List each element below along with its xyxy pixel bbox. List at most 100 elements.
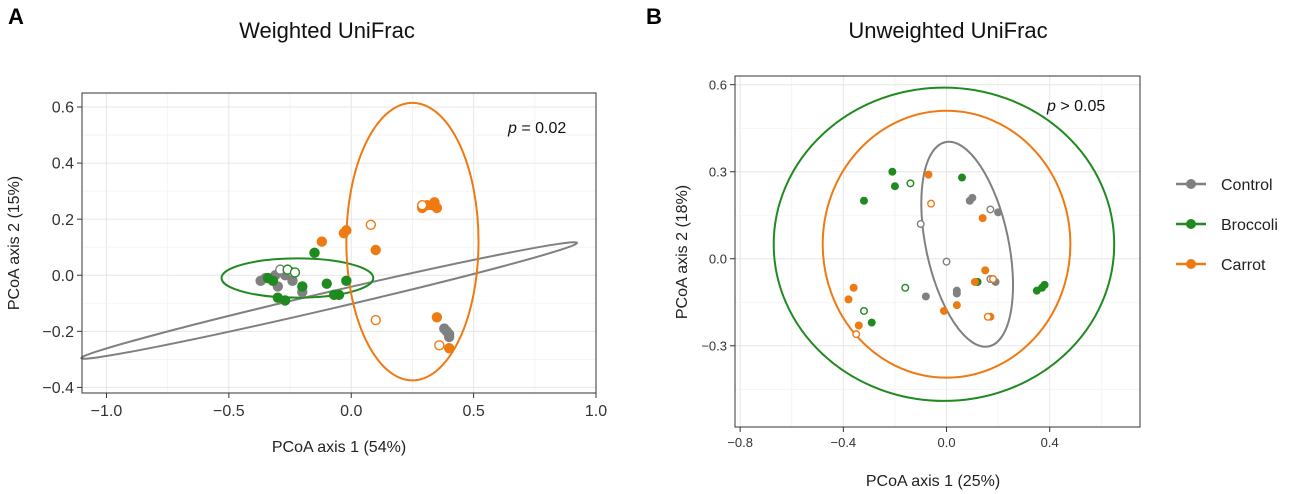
legend-item-broccoli: Broccoli (1176, 217, 1278, 234)
panel-b-y-tick-label: 0.6 (709, 77, 727, 92)
panel-b-point-control (921, 292, 930, 301)
panel-a-point-open-carrot (417, 199, 428, 211)
panel-b-y-tick-label: −0.3 (701, 338, 727, 353)
panel-b-grid (735, 76, 1140, 427)
panel-a: A Weighted UniFrac −1.0 −0.5 0.0 0.5 1.0 −0.4… (6, 4, 607, 456)
panel-a-point-open-carrot (370, 314, 381, 326)
panel-a-x-tick-label: 0.5 (462, 403, 484, 420)
panel-a-point-open-broccoli (289, 267, 301, 278)
panel-b-point-carrot (854, 321, 863, 330)
panel-a-frame (81, 92, 597, 394)
panel-b-label: B (646, 4, 662, 29)
panel-b-point-carrot (849, 283, 858, 292)
panel-a-y-tick-label: −0.2 (42, 324, 74, 341)
panel-b-ellipse-control (920, 140, 1015, 348)
panel-b-point-carrot (924, 170, 933, 179)
panel-a-point-broccoli (333, 289, 345, 301)
legend-broccoli-label: Broccoli (1221, 217, 1278, 234)
panel-b-point-open-broccoli (901, 283, 910, 292)
panel-b-point-broccoli (890, 182, 899, 191)
panel-b-x-tick-label: 0.0 (937, 435, 955, 450)
panel-b-point-carrot (978, 214, 987, 223)
panel-a-x-tick-label: −1.0 (91, 403, 123, 420)
panel-b-point-carrot (970, 277, 979, 286)
panel-b-point-carrot (939, 306, 948, 315)
panel-b-frame (734, 75, 1141, 428)
panel-b-point-carrot (952, 301, 961, 310)
panel-a-point-broccoli (321, 278, 332, 289)
panel-b-x-axis-title: PCoA axis 1 (25%) (866, 473, 1000, 490)
panel-a-point-open-carrot (365, 219, 377, 230)
panel-a-point-carrot (370, 244, 381, 256)
panel-b-x-tick-label: −0.4 (831, 435, 857, 450)
panel-b-point-open-control (986, 205, 995, 214)
panel-b-point-open-control (916, 219, 925, 228)
panel-a-point-broccoli (267, 275, 279, 287)
panel-b-point-control (952, 289, 961, 298)
panel-a-label: A (8, 4, 24, 29)
panel-a-ticks: −1.0 −0.5 0.0 0.5 1.0 −0.4 −0.2 0.0 0.2 0.4 0.6 (42, 100, 607, 420)
panel-a-y-tick-label: 0.0 (52, 268, 74, 285)
panel-a-y-axis-title: PCoA axis 2 (15%) (6, 176, 23, 310)
legend-broccoli-marker (1186, 219, 1196, 229)
panel-b-point-open-control (942, 257, 951, 266)
panel-a-point-broccoli (279, 295, 291, 306)
panel-a-plot-area (81, 92, 597, 394)
panel-a-point-broccoli (341, 275, 352, 287)
panel-b-title: Unweighted UniFrac (848, 18, 1047, 43)
panel-b-point-open-carrot (927, 199, 936, 208)
panel-a-ellipse-broccoli (220, 257, 375, 299)
panel-a-point-broccoli (297, 281, 308, 292)
panel-a-x-tick-label: 0.0 (340, 403, 362, 420)
panel-a-points (255, 197, 455, 354)
panel-a-point-open-carrot (434, 340, 445, 351)
panel-a-point-carrot (341, 225, 352, 236)
panel-b-point-open-carrot (983, 312, 992, 321)
panel-a-point-control (287, 275, 298, 287)
panel-b-point-broccoli (867, 318, 876, 327)
panel-a-point-broccoli (309, 247, 320, 259)
panel-b-p-text: > 0.05 (1056, 98, 1105, 115)
panel-b-point-broccoli (859, 196, 868, 205)
panel-b-y-tick-label: 0.0 (709, 251, 727, 266)
panel-b-ticks: −0.8 −0.4 0.0 0.4 −0.3 0.0 0.3 0.6 (701, 77, 1058, 450)
legend-carrot-label: Carrot (1221, 257, 1266, 274)
panel-b-point-carrot (981, 266, 990, 275)
panel-a-ellipse-carrot (345, 101, 480, 382)
panel-b-ellipse-carrot (821, 109, 1072, 379)
panel-b: B Unweighted UniFrac −0.8 −0.4 0.0 0.4 −0.3 0… (646, 4, 1141, 490)
panel-b-x-tick-label: −0.8 (727, 435, 753, 450)
panel-b-point-open-carrot (852, 330, 861, 339)
panel-b-point-open-broccoli (859, 306, 868, 315)
panel-b-point-open-carrot (988, 275, 997, 284)
panel-a-point-control (443, 331, 455, 343)
panel-b-point-control (994, 208, 1003, 217)
panel-b-points (844, 167, 1049, 339)
panel-a-point-carrot (431, 202, 443, 214)
panel-b-p-value: p > 0.05 (1046, 98, 1105, 115)
panel-a-p-value: p = 0.02 (507, 120, 566, 137)
panel-a-p-symbol: p (507, 120, 517, 137)
panel-a-title: Weighted UniFrac (239, 18, 415, 43)
legend-item-control: Control (1176, 177, 1273, 194)
panel-b-point-broccoli (1040, 280, 1049, 289)
panel-b-point-carrot (844, 295, 853, 304)
legend-item-carrot: Carrot (1176, 257, 1266, 274)
panel-a-ellipses (80, 101, 579, 382)
legend-control-label: Control (1221, 177, 1273, 194)
panel-b-point-open-broccoli (906, 179, 915, 188)
legend: Control Broccoli Carrot (1176, 177, 1278, 274)
panel-a-x-tick-label: 1.0 (585, 403, 607, 420)
panel-b-plot-area (734, 75, 1141, 428)
panel-a-y-tick-label: 0.6 (52, 100, 74, 117)
panel-b-ellipses (772, 86, 1116, 402)
panel-a-point-carrot (316, 236, 328, 247)
panel-a-y-tick-label: 0.4 (52, 156, 74, 173)
panel-b-point-control (968, 193, 977, 202)
panel-b-x-tick-label: 0.4 (1041, 435, 1059, 450)
panel-a-x-axis-title: PCoA axis 1 (54%) (272, 439, 406, 456)
panel-a-x-tick-label: −0.5 (213, 403, 245, 420)
legend-carrot-marker (1186, 259, 1196, 269)
legend-control-marker (1186, 179, 1196, 189)
